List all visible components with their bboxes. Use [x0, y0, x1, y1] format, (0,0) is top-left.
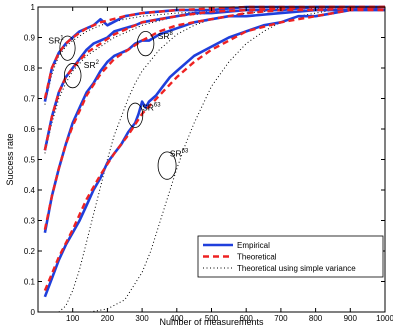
y-tick-label: 0.5 [24, 156, 36, 165]
sr63-theoretical-line [43, 8, 385, 292]
y-tick-label: 0.6 [24, 125, 36, 134]
y-tick-label: 0.4 [24, 186, 36, 195]
annotations: SR1 SR2 SR8 SR63 SR63 [48, 30, 189, 180]
y-tick-label: 0.8 [24, 64, 36, 73]
x-tick-label: 400 [170, 314, 184, 323]
axis-ticks: 100 200 300 400 500 600 700 800 900 1000 0 0.1 0.2 0.… [24, 3, 393, 323]
annotation-label: SR8 [158, 31, 174, 41]
x-tick-label: 100 [66, 314, 80, 323]
x-tick-label: 700 [274, 314, 288, 323]
annotation-ellipse [127, 102, 144, 128]
x-tick-label: 1000 [376, 314, 393, 323]
x-tick-label: 900 [344, 314, 358, 323]
x-tick-label: 800 [309, 314, 323, 323]
x-tick-label: 300 [135, 314, 149, 323]
x-axis-label: Number of measurements [159, 317, 264, 327]
annotation-label: SR2 [84, 60, 100, 70]
y-tick-label: 0.7 [24, 95, 36, 104]
y-tick-label: 0.2 [24, 247, 36, 256]
sr1-empirical-line [43, 5, 385, 102]
sr2-theoretical-line [43, 5, 385, 151]
y-tick-label: 1 [31, 3, 36, 12]
legend-label: Theoretical using simple variance [237, 264, 356, 273]
sr1-theoretical-line [43, 5, 385, 99]
legend-label: Theoretical [237, 253, 277, 262]
sr63-empirical-line [43, 8, 385, 298]
sr8-theoretical-line [43, 5, 386, 230]
y-tick-label: 0.3 [24, 217, 36, 226]
annotation-ellipse [59, 35, 76, 61]
annotation-ellipse [63, 63, 82, 89]
annotation-label: SR63 [170, 148, 189, 158]
y-tick-label: 0.9 [24, 34, 36, 43]
x-tick-label: 600 [240, 314, 254, 323]
annotation-ellipse [157, 151, 177, 180]
sr8-empirical-line [43, 5, 386, 233]
annotation-label: SR1 [48, 36, 64, 46]
annotation-ellipse [136, 30, 155, 57]
y-tick-label: 0.1 [24, 278, 36, 287]
x-tick-label: 500 [205, 314, 219, 323]
y-tick-label: 0 [31, 308, 36, 317]
sr63-simple-variance-line [89, 6, 385, 313]
y-axis-label: Success rate [5, 133, 15, 185]
legend-label: Empirical [237, 241, 270, 250]
legend: Empirical Theoretical Theoretical using si… [197, 235, 384, 278]
x-tick-label: 200 [101, 314, 115, 323]
annotation-label: SR63 [142, 103, 161, 113]
